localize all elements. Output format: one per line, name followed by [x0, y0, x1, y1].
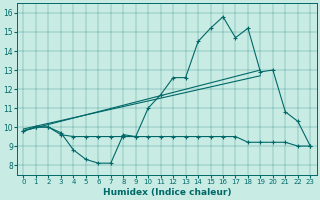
X-axis label: Humidex (Indice chaleur): Humidex (Indice chaleur) [103, 188, 231, 197]
